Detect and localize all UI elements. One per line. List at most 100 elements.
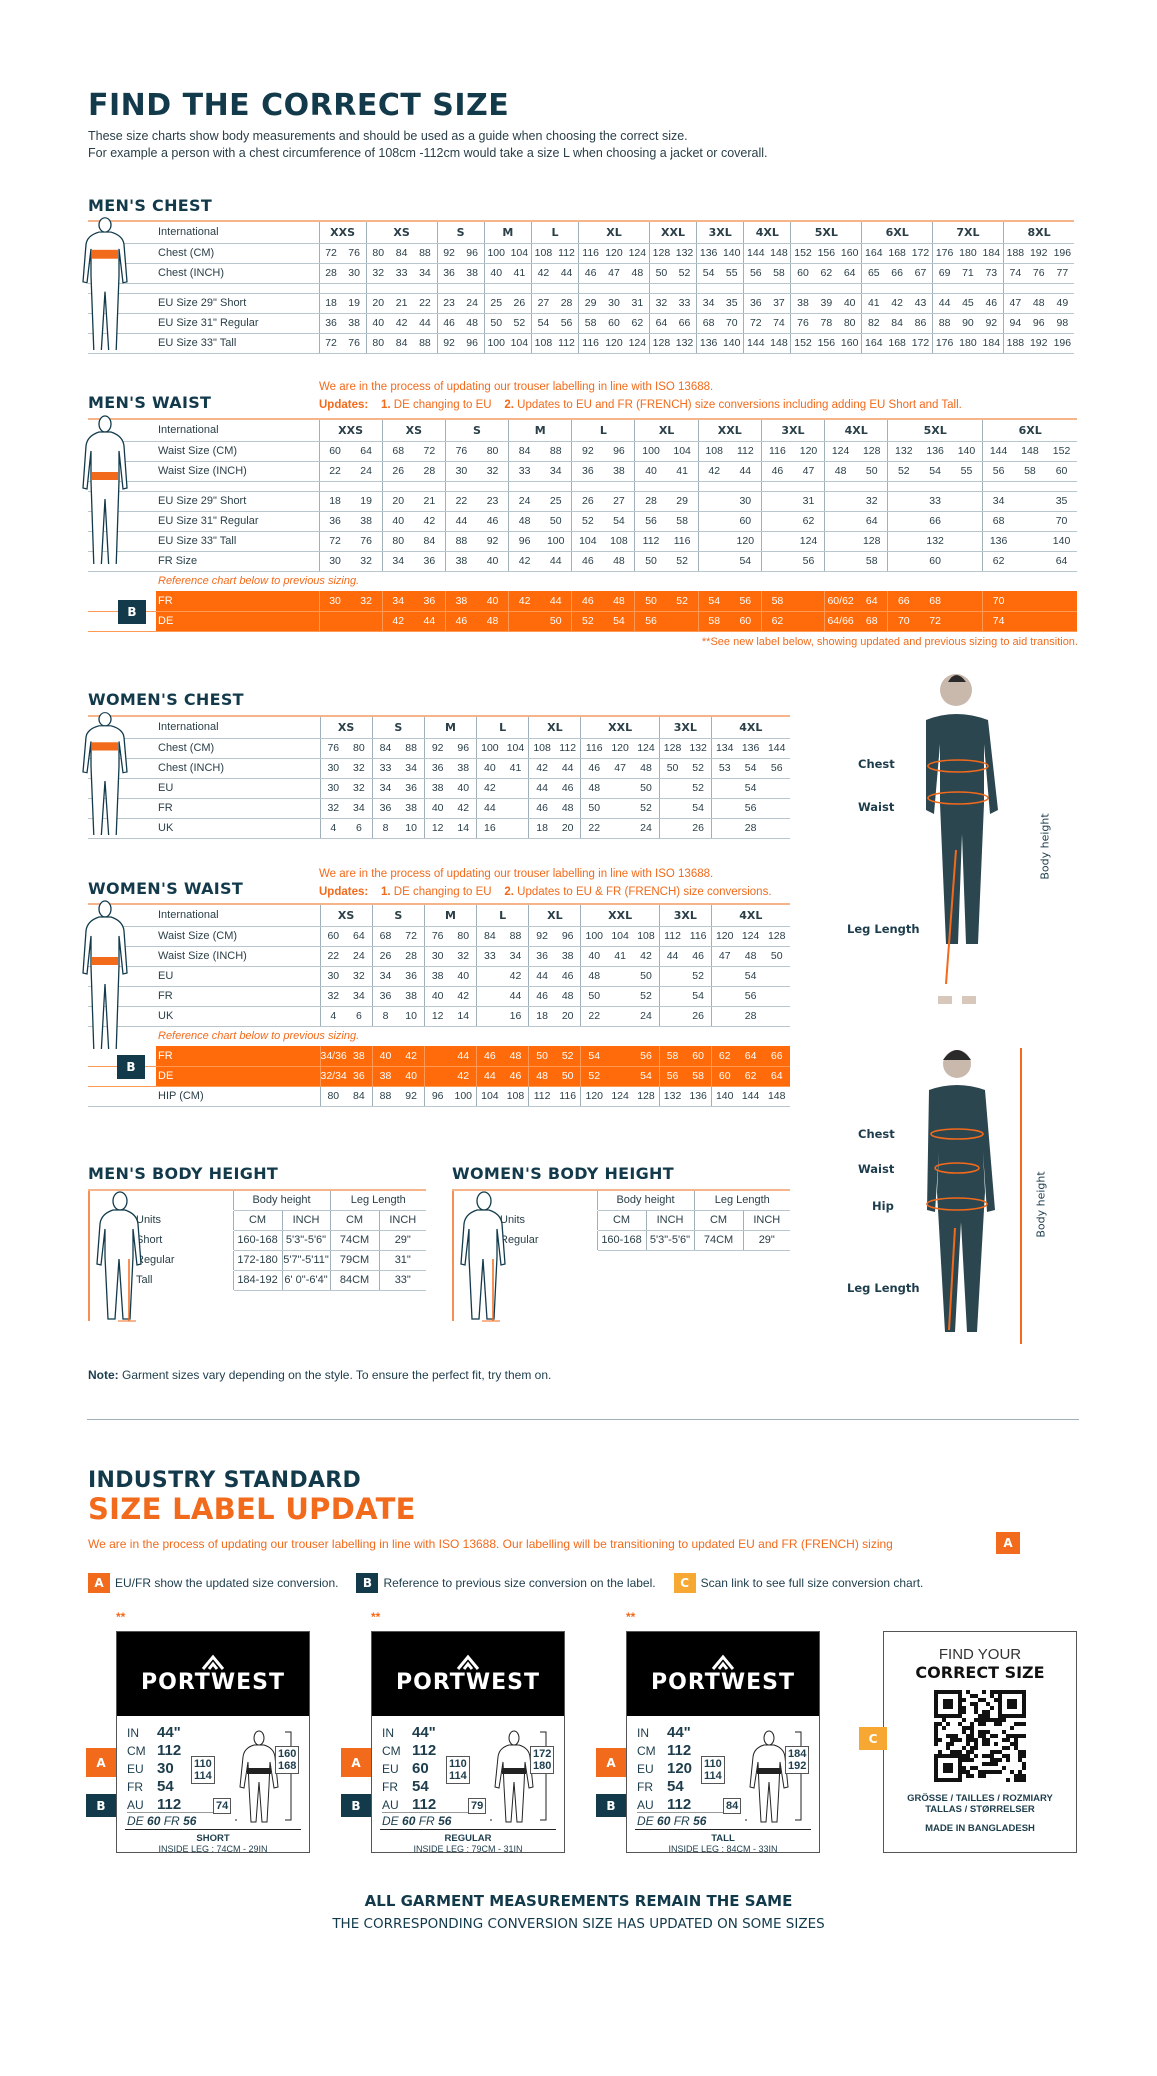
qr-code-icon[interactable]	[934, 1690, 1026, 1782]
table-cell: 35	[720, 293, 744, 314]
table-cell	[607, 798, 634, 819]
table-cell: 44	[554, 758, 581, 779]
table-cell: 124	[792, 531, 825, 552]
legend-text: Reference to previous size conversion on…	[383, 1576, 656, 1590]
table-cell: 24	[460, 293, 485, 314]
table-row: Chest (CM) 76 80 84 88 92 96 100 104 108 112 116 120…	[88, 738, 790, 759]
table-cell: 29"	[378, 1230, 427, 1251]
spacer	[88, 481, 319, 492]
table-cell: 168	[885, 243, 909, 264]
spacer	[318, 283, 367, 294]
table-cell: 88	[932, 313, 957, 334]
label-leg-length: Leg Length	[847, 1281, 920, 1295]
notice-text: We are in the process of updating our tr…	[319, 868, 714, 880]
table-cell: 38	[423, 966, 451, 987]
table-row: FR 30 32 34 36 38 40 42 44 46 48 50 52 54 56 58 60/62 64 6…	[88, 591, 1078, 612]
badge-b: B	[86, 1794, 116, 1817]
table-cell	[502, 798, 529, 819]
table-cell: 49	[1050, 293, 1075, 314]
table-cell: 42	[697, 461, 730, 482]
label-values: IN 44" CM 112 EU 60 FR 54 AU 112	[382, 1724, 436, 1814]
table-cell: 46	[685, 946, 712, 967]
table-cell: 34	[371, 966, 399, 987]
waist-max: 114	[704, 1770, 722, 1782]
table-cell: 48	[580, 966, 608, 987]
table-cell: 36	[423, 758, 451, 779]
reference-row: Reference chart below to previous sizing…	[88, 571, 1077, 591]
table-cell	[710, 966, 738, 987]
group-header: Leg Length	[693, 1190, 791, 1211]
badge-b: B	[118, 600, 146, 624]
table-cell: 42	[508, 551, 541, 572]
table-cell: 72	[743, 313, 768, 334]
table-cell: 52	[666, 551, 699, 572]
table-cell: 44	[540, 591, 572, 612]
table-cell: 12	[423, 1006, 451, 1027]
table-cell: 28	[737, 818, 764, 839]
table-cell: 92	[423, 738, 451, 759]
table-cell: 120	[792, 441, 825, 462]
size-header: XL	[528, 716, 581, 739]
size-header: 4XL	[710, 716, 790, 739]
badge-b: B	[117, 1055, 145, 1079]
mens-height-table: Body height Leg Length Units CM INCH CM INCH Sh…	[88, 1189, 427, 1322]
table-cell: 52	[672, 263, 697, 284]
size-header: 4XL	[824, 419, 888, 442]
table-cell: 48	[554, 986, 581, 1007]
qr-line-1: FIND YOUR	[938, 1646, 1022, 1663]
table-cell: 56	[658, 1066, 686, 1087]
table-cell: 52	[633, 986, 660, 1007]
table-cell: 104	[571, 531, 604, 552]
table-cell: 80	[319, 1086, 347, 1107]
size-header: 6XL	[982, 419, 1078, 442]
value: 54	[667, 1778, 684, 1795]
table-cell: 112	[528, 1086, 555, 1107]
table-cell: 74	[767, 313, 791, 334]
body-outline-icon	[82, 712, 128, 835]
table-cell: 84	[346, 1086, 373, 1107]
table-cell: 38	[450, 758, 477, 779]
intro-line: For example a person with a chest circum…	[88, 146, 768, 160]
table-cell	[607, 778, 634, 799]
table-cell: 98	[1050, 313, 1075, 334]
table-cell: 20	[365, 293, 390, 314]
row-label: EU	[88, 778, 320, 799]
spacer	[696, 283, 744, 294]
table-cell: 50	[580, 798, 608, 819]
header-label: International	[88, 716, 320, 739]
intro-text: These size charts show body measurements…	[88, 128, 768, 162]
body-outline-icon	[82, 217, 128, 350]
table-cell: 18	[528, 1006, 555, 1027]
table-cell: 8	[371, 818, 399, 839]
table-cell: 52	[507, 313, 532, 334]
qr-line-2: CORRECT SIZE	[915, 1663, 1045, 1682]
table-cell: 44	[413, 313, 437, 334]
table-cell: 38	[423, 778, 451, 799]
table-cell	[1045, 591, 1078, 612]
fr-label: FR	[163, 1814, 180, 1828]
table-cell	[887, 491, 920, 512]
table-cell: 26	[685, 1006, 712, 1027]
table-cell: 27	[530, 293, 555, 314]
table-cell: 50	[483, 313, 508, 334]
table-cell: 80	[476, 441, 509, 462]
table-cell: 26	[371, 946, 399, 967]
table-cell: 54	[530, 313, 555, 334]
table-cell: 54	[696, 263, 721, 284]
label-value-row: IN 44"	[637, 1724, 692, 1742]
table-row: Waist Size (INCH) 22 24 26 28 30 32 33 34 36 38 40 4…	[88, 461, 1078, 482]
table-cell: 19	[350, 491, 383, 512]
table-cell: 68	[371, 926, 399, 947]
spacer	[932, 283, 1004, 294]
table-cell: 46	[554, 966, 581, 987]
table-cell: 64	[737, 1046, 764, 1067]
table-cell: 40	[476, 758, 503, 779]
intro-line: These size charts show body measurements…	[88, 129, 688, 143]
table-cell: 40	[398, 1066, 425, 1087]
table-cell: 96	[1026, 313, 1051, 334]
table-cell: 44	[932, 293, 957, 314]
fr-label: FR	[418, 1814, 435, 1828]
table-cell: 52	[887, 461, 920, 482]
table-cell: 54	[633, 1066, 660, 1087]
table-cell	[658, 986, 686, 1007]
